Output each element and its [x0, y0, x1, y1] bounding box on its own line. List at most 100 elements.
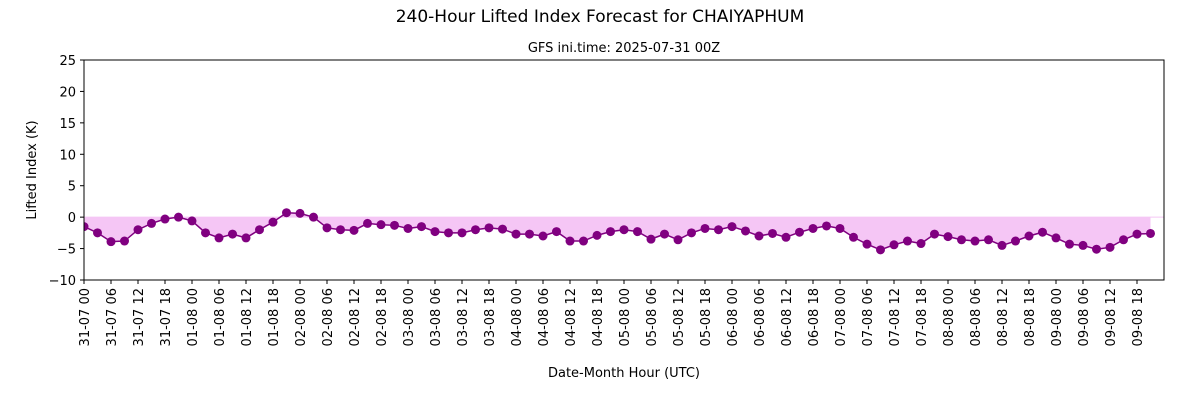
y-tick-label: 10 [59, 148, 76, 163]
x-tick-label: 09-08 12 [1104, 288, 1119, 346]
data-point [322, 223, 332, 233]
data-point [741, 226, 750, 236]
data-point [1146, 228, 1155, 238]
x-tick-label: 05-08 18 [699, 288, 714, 346]
data-point [646, 234, 656, 244]
data-point [336, 225, 345, 235]
x-tick-label: 06-08 06 [753, 288, 768, 346]
data-point [700, 223, 710, 233]
data-point [376, 220, 386, 230]
x-tick-label: 05-08 00 [618, 288, 633, 346]
plot-area [83, 59, 1165, 281]
data-point [592, 230, 602, 240]
x-tick-label: 01-08 12 [240, 288, 255, 346]
x-tick-label: 09-08 00 [1050, 288, 1065, 346]
data-point [363, 218, 372, 228]
y-tick-label: −5 [57, 243, 76, 258]
x-tick-label: 06-08 00 [726, 288, 741, 346]
data-point [444, 228, 453, 238]
data-point [430, 227, 440, 237]
x-tick-label: 04-08 18 [591, 288, 606, 346]
x-tick-label: 08-08 06 [969, 288, 984, 346]
data-point [687, 228, 696, 238]
data-point [471, 225, 480, 235]
data-point [228, 229, 237, 239]
data-point [876, 245, 885, 255]
data-point [822, 221, 831, 231]
x-tick-label: 02-08 12 [348, 288, 363, 346]
x-tick-label: 06-08 18 [807, 288, 822, 346]
data-point [349, 225, 359, 235]
data-point [970, 236, 980, 246]
y-tick-label: 0 [68, 211, 76, 226]
data-point [403, 223, 413, 233]
data-point [943, 232, 953, 242]
x-tick-label: 03-08 00 [402, 288, 417, 346]
x-tick-label: 01-08 06 [213, 288, 228, 346]
x-tick-label: 09-08 06 [1077, 288, 1092, 346]
x-tick-label: 08-08 12 [996, 288, 1011, 346]
data-point [633, 227, 642, 237]
data-point [538, 231, 548, 241]
fill-area [84, 212, 1151, 250]
data-point [309, 212, 318, 222]
x-tick-label: 05-08 12 [672, 288, 687, 346]
data-point [552, 227, 561, 237]
x-tick-label: 04-08 00 [510, 288, 525, 346]
data-point [808, 223, 818, 233]
data-point [457, 228, 467, 238]
x-axis-label: Date-Month Hour (UTC) [548, 366, 700, 381]
x-tick-label: 08-08 00 [942, 288, 957, 346]
data-point [390, 220, 399, 230]
data-point [849, 232, 858, 242]
x-tick-label: 07-08 12 [888, 288, 903, 346]
x-tick-label: 02-08 18 [375, 288, 390, 346]
y-tick-label: 15 [59, 117, 76, 132]
x-tick-label: 31-07 18 [159, 288, 174, 346]
x-tick-label: 02-08 00 [294, 288, 309, 346]
y-tick-label: −10 [49, 274, 76, 289]
data-point [201, 228, 210, 238]
data-point [862, 239, 872, 249]
data-point [214, 233, 224, 243]
x-tick-label: 07-08 18 [915, 288, 930, 346]
data-point [160, 214, 170, 224]
x-tick-label: 01-08 00 [186, 288, 201, 346]
data-point [673, 235, 683, 245]
data-point [255, 225, 264, 235]
x-tick-label: 31-07 00 [78, 288, 93, 346]
x-tick-label: 04-08 06 [537, 288, 552, 346]
data-point [565, 236, 575, 246]
data-point [930, 229, 939, 239]
data-point [417, 222, 426, 232]
x-tick-label: 09-08 18 [1131, 288, 1146, 346]
data-point [93, 228, 102, 238]
data-point [889, 240, 899, 250]
data-point [174, 212, 183, 222]
data-point [835, 223, 845, 233]
data-point [268, 217, 278, 227]
data-point [916, 239, 926, 249]
data-point [295, 208, 305, 218]
x-tick-label: 06-08 12 [780, 288, 795, 346]
data-point [106, 237, 116, 247]
data-point [525, 229, 534, 239]
data-point [484, 223, 494, 233]
x-axis-ticks: 31-07 00 31-07 06 31-07 12 31-07 18 01-08 00… [78, 280, 1146, 346]
data-point [187, 216, 197, 226]
data-point [714, 225, 723, 235]
data-point [1038, 227, 1047, 237]
data-point [84, 222, 89, 232]
data-point [133, 225, 143, 235]
data-point [147, 218, 156, 228]
x-tick-label: 05-08 06 [645, 288, 660, 346]
x-tick-label: 07-08 06 [861, 288, 876, 346]
x-tick-label: 03-08 12 [456, 288, 471, 346]
data-point [1119, 235, 1128, 245]
data-point [498, 224, 507, 234]
data-point [1078, 240, 1088, 250]
data-point [282, 208, 291, 218]
data-point [768, 228, 777, 238]
data-point [957, 235, 966, 245]
